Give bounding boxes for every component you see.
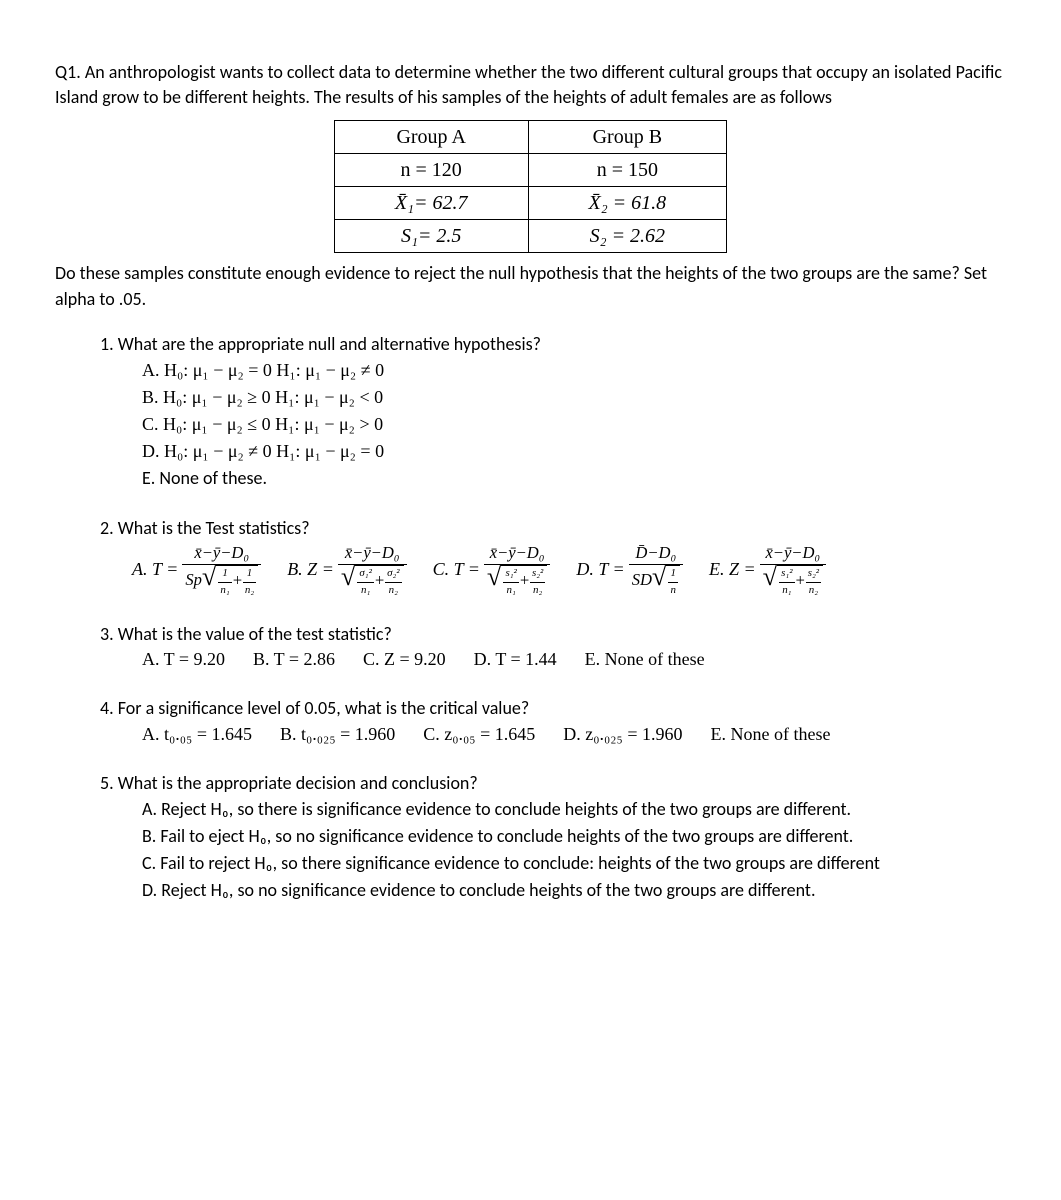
subq4-opt-e: E. None of these — [710, 722, 830, 747]
subq5-opt-d: D. Reject H₀, so no significance evidenc… — [142, 877, 1006, 904]
table-header-b: Group B — [528, 121, 727, 154]
table-cell: n = 120 — [334, 154, 528, 187]
subq4-opt-b: B. t₀.₀₂₅ = 1.960 — [280, 722, 395, 747]
table-cell: S₂ = 2.62 — [528, 220, 727, 253]
subq4-title: 4. For a significance level of 0.05, wha… — [100, 696, 1006, 721]
subq-4: 4. For a significance level of 0.05, wha… — [100, 696, 1006, 746]
subq1-opt-e: E. None of these. — [142, 465, 1006, 492]
table-header-a: Group A — [334, 121, 528, 154]
subq5-opt-b: B. Fail to eject H₀, so no significance … — [142, 823, 1006, 850]
subq3-opt-d: D. T = 1.44 — [474, 647, 557, 672]
subq-3: 3. What is the value of the test statist… — [100, 622, 1006, 672]
subq3-opt-b: B. T = 2.86 — [253, 647, 335, 672]
subq2-opt-d: D. T = D̄−D₀ SD√1n — [576, 541, 683, 598]
q1-prompt: Q1. An anthropologist wants to collect d… — [55, 60, 1006, 110]
subq1-opt-b: B. H₀: μ₁ − μ₂ ≥ 0 H₁: μ₁ − μ₂ < 0 — [142, 384, 1006, 411]
subq3-opt-c: C. Z = 9.20 — [363, 647, 446, 672]
q1-followup: Do these samples constitute enough evide… — [55, 261, 1006, 311]
subq2-opt-e: E. Z = x̄−ȳ−D₀ √s₁²n₁+s₂²n₂ — [709, 541, 826, 598]
subq1-title: 1. What are the appropriate null and alt… — [100, 332, 1006, 357]
subq4-opt-c: C. z₀.₀₅ = 1.645 — [423, 722, 535, 747]
subq5-opt-c: C. Fail to reject H₀, so there significa… — [142, 850, 1006, 877]
subq2-title: 2. What is the Test statistics? — [100, 516, 1006, 541]
subq1-opt-d: D. H₀: μ₁ − μ₂ ≠ 0 H₁: μ₁ − μ₂ = 0 — [142, 438, 1006, 465]
data-table: Group A Group B n = 120 n = 150 X̄₁= 62.… — [334, 120, 727, 253]
subq-2: 2. What is the Test statistics? A. T = x… — [100, 516, 1006, 598]
subq5-title: 5. What is the appropriate decision and … — [100, 771, 1006, 796]
subq3-title: 3. What is the value of the test statist… — [100, 622, 1006, 647]
subq2-opt-c: C. T = x̄−ȳ−D₀ √s₁²n₁+s₂²n₂ — [433, 541, 551, 598]
subq4-opt-d: D. z₀.₀₂₅ = 1.960 — [563, 722, 682, 747]
subq1-opt-a: A. H₀: μ₁ − μ₂ = 0 H₁: μ₁ − μ₂ ≠ 0 — [142, 357, 1006, 384]
table-cell: X̄₁= 62.7 — [334, 187, 528, 220]
subq-1: 1. What are the appropriate null and alt… — [100, 332, 1006, 492]
subq2-opt-b: B. Z = x̄−ȳ−D₀ √σ₁²n₁+σ₂²n₂ — [287, 541, 406, 598]
table-cell: X̄₂ = 61.8 — [528, 187, 727, 220]
subq1-opt-c: C. H₀: μ₁ − μ₂ ≤ 0 H₁: μ₁ − μ₂ > 0 — [142, 411, 1006, 438]
table-cell: S₁= 2.5 — [334, 220, 528, 253]
subq2-opt-a: A. T = x̄−ȳ−D₀ Sp√1n₁+1n₂ — [132, 541, 261, 598]
subq3-opt-a: A. T = 9.20 — [142, 647, 225, 672]
subq-5: 5. What is the appropriate decision and … — [100, 771, 1006, 904]
table-cell: n = 150 — [528, 154, 727, 187]
subq5-opt-a: A. Reject H₀, so there is significance e… — [142, 796, 1006, 823]
subq4-opt-a: A. t₀.₀₅ = 1.645 — [142, 722, 252, 747]
subq3-opt-e: E. None of these — [585, 647, 705, 672]
